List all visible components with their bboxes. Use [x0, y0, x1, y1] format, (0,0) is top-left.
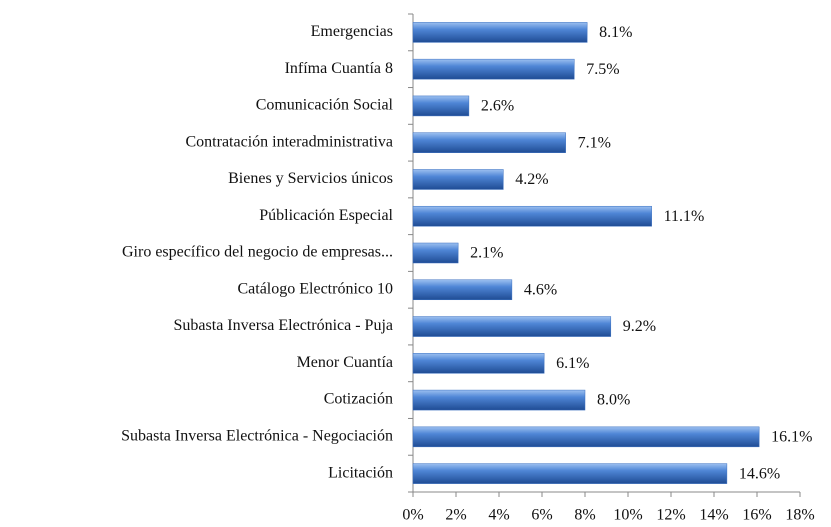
value-label: 6.1% — [556, 355, 589, 372]
bar — [412, 58, 575, 80]
x-tick-label: 12% — [656, 507, 685, 524]
x-tick-label: 6% — [531, 507, 552, 524]
bar — [412, 242, 459, 264]
value-label: 2.1% — [470, 245, 503, 262]
x-tick-label: 4% — [488, 507, 509, 524]
x-tick-label: 2% — [445, 507, 466, 524]
value-label: 14.6% — [739, 465, 780, 482]
y-tick-label: Subasta Inversa Electrónica - Negociació… — [121, 428, 393, 445]
y-tick-label: Contratación interadministrativa — [186, 133, 394, 150]
bar — [412, 426, 760, 448]
value-label: 9.2% — [623, 318, 656, 335]
value-label: 8.0% — [597, 392, 630, 409]
bar — [412, 353, 545, 374]
x-tick-label: 14% — [699, 507, 728, 524]
x-tick-label: 8% — [574, 507, 595, 524]
bar — [412, 463, 728, 484]
bar — [412, 316, 612, 337]
x-tick-label: 10% — [613, 507, 642, 524]
y-tick-label: Catálogo Electrónico 10 — [237, 280, 393, 297]
y-tick-label: Bienes y Servicios únicos — [228, 170, 393, 187]
bar — [412, 279, 513, 301]
value-label: 7.5% — [586, 61, 619, 78]
y-tick-label: Giro específico del negocio de empresas.… — [122, 244, 393, 261]
value-label: 4.2% — [515, 171, 548, 188]
x-tick-label: 18% — [785, 507, 814, 524]
value-label: 16.1% — [771, 429, 812, 446]
value-label: 2.6% — [481, 98, 514, 115]
x-tick-label: 16% — [742, 507, 771, 524]
bar — [412, 169, 504, 190]
y-tick-label: Licitación — [328, 464, 393, 481]
y-tick-label: Emergencias — [311, 23, 393, 40]
y-tick-label: Infíma Cuantía 8 — [285, 60, 393, 77]
bar — [412, 389, 586, 411]
y-tick-label: Subasta Inversa Electrónica - Puja — [174, 317, 393, 334]
y-tick-label: Públicación Especial — [259, 207, 393, 224]
bar — [412, 22, 588, 43]
y-tick-label: Menor Cuantía — [297, 354, 393, 371]
x-tick-label: 0% — [402, 507, 423, 524]
value-label: 8.1% — [599, 24, 632, 41]
bar — [412, 205, 652, 227]
bar — [412, 132, 566, 153]
bar — [412, 95, 470, 117]
y-tick-label: Cotización — [324, 391, 393, 408]
value-label: 7.1% — [578, 134, 611, 151]
value-label: 11.1% — [664, 208, 705, 225]
value-label: 4.6% — [524, 281, 557, 298]
y-tick-label: Comunicación Social — [256, 97, 394, 114]
